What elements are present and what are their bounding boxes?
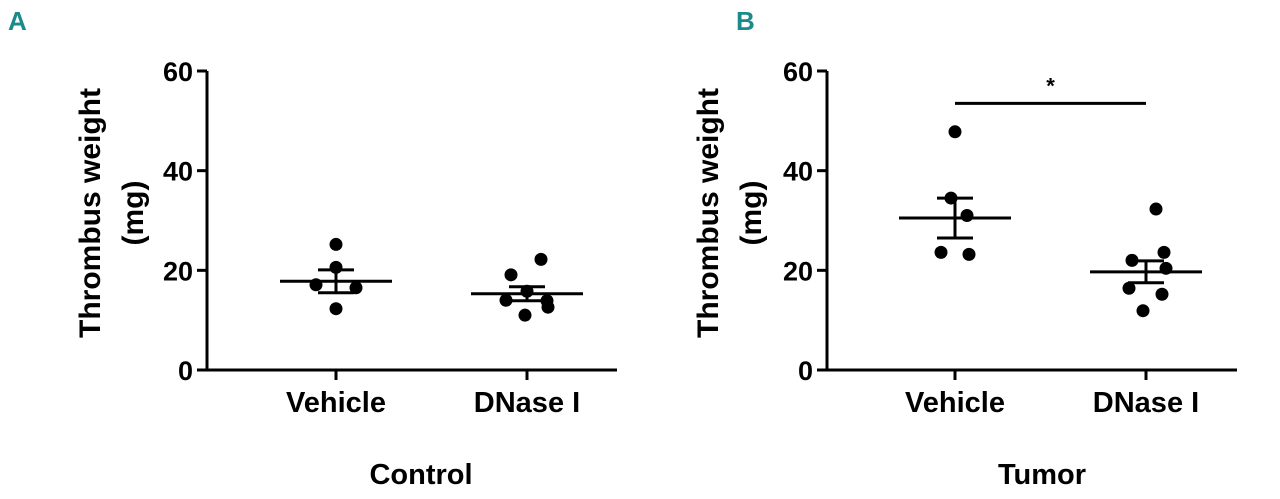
data-point bbox=[499, 293, 513, 307]
data-point bbox=[329, 260, 343, 274]
significance-label: * bbox=[1046, 73, 1055, 98]
panel-letter-a: A bbox=[8, 6, 27, 36]
y-tick-label: 40 bbox=[783, 157, 813, 187]
data-point bbox=[1159, 261, 1173, 275]
data-point bbox=[934, 245, 948, 259]
panel-b: B Thrombus weight (mg) 0 20 40 60 Vehicle DNa… bbox=[692, 6, 1237, 491]
data-point bbox=[1122, 281, 1136, 295]
y-tick-label: 60 bbox=[783, 57, 813, 87]
data-point bbox=[329, 237, 343, 251]
plot-area-a: 0 20 40 60 Vehicle DNase I bbox=[163, 57, 617, 419]
y-tick-label: 0 bbox=[798, 356, 813, 386]
data-point bbox=[534, 252, 548, 266]
data-point bbox=[944, 191, 958, 205]
data-point bbox=[1157, 245, 1171, 259]
x-tick-label: Vehicle bbox=[905, 387, 1005, 419]
data-point bbox=[962, 247, 976, 261]
y-tick-label: 20 bbox=[163, 256, 193, 286]
y-tick-label: 40 bbox=[163, 157, 193, 187]
data-point bbox=[504, 268, 518, 282]
y-axis-title-b: Thrombus weight (mg) bbox=[692, 88, 768, 338]
plot-area-b: 0 20 40 60 Vehicle DNase I * bbox=[783, 57, 1237, 419]
y-axis-title-line1-a: Thrombus weight bbox=[74, 88, 107, 338]
y-tick-label: 20 bbox=[783, 256, 813, 286]
data-point bbox=[1155, 287, 1169, 301]
x-tick-label: DNase I bbox=[1093, 387, 1199, 419]
data-point bbox=[518, 308, 532, 322]
y-axis-title-line1-b: Thrombus weight bbox=[692, 88, 725, 338]
data-point bbox=[309, 278, 323, 292]
data-point bbox=[329, 302, 343, 316]
data-point bbox=[520, 284, 534, 298]
data-point bbox=[1149, 202, 1163, 216]
x-tick-label: DNase I bbox=[474, 387, 580, 419]
data-point bbox=[1125, 253, 1139, 267]
y-axis-title-line2-b: (mg) bbox=[735, 181, 768, 246]
y-tick-label: 60 bbox=[163, 57, 193, 87]
x-tick-label: Vehicle bbox=[286, 387, 386, 419]
y-axis-title-line2-a: (mg) bbox=[117, 181, 150, 246]
data-point bbox=[948, 125, 962, 139]
y-tick-label: 0 bbox=[178, 356, 193, 386]
panel-a: A Thrombus weight (mg) 0 20 40 60 Vehicle DNa… bbox=[8, 6, 617, 491]
group-label-b: Tumor bbox=[998, 459, 1086, 491]
data-point bbox=[540, 294, 554, 308]
data-point bbox=[1136, 304, 1150, 318]
panel-letter-b: B bbox=[736, 6, 755, 36]
data-point bbox=[960, 209, 974, 223]
group-label-a: Control bbox=[369, 459, 472, 491]
y-axis-title-a: Thrombus weight (mg) bbox=[74, 88, 150, 338]
data-point bbox=[349, 281, 363, 295]
